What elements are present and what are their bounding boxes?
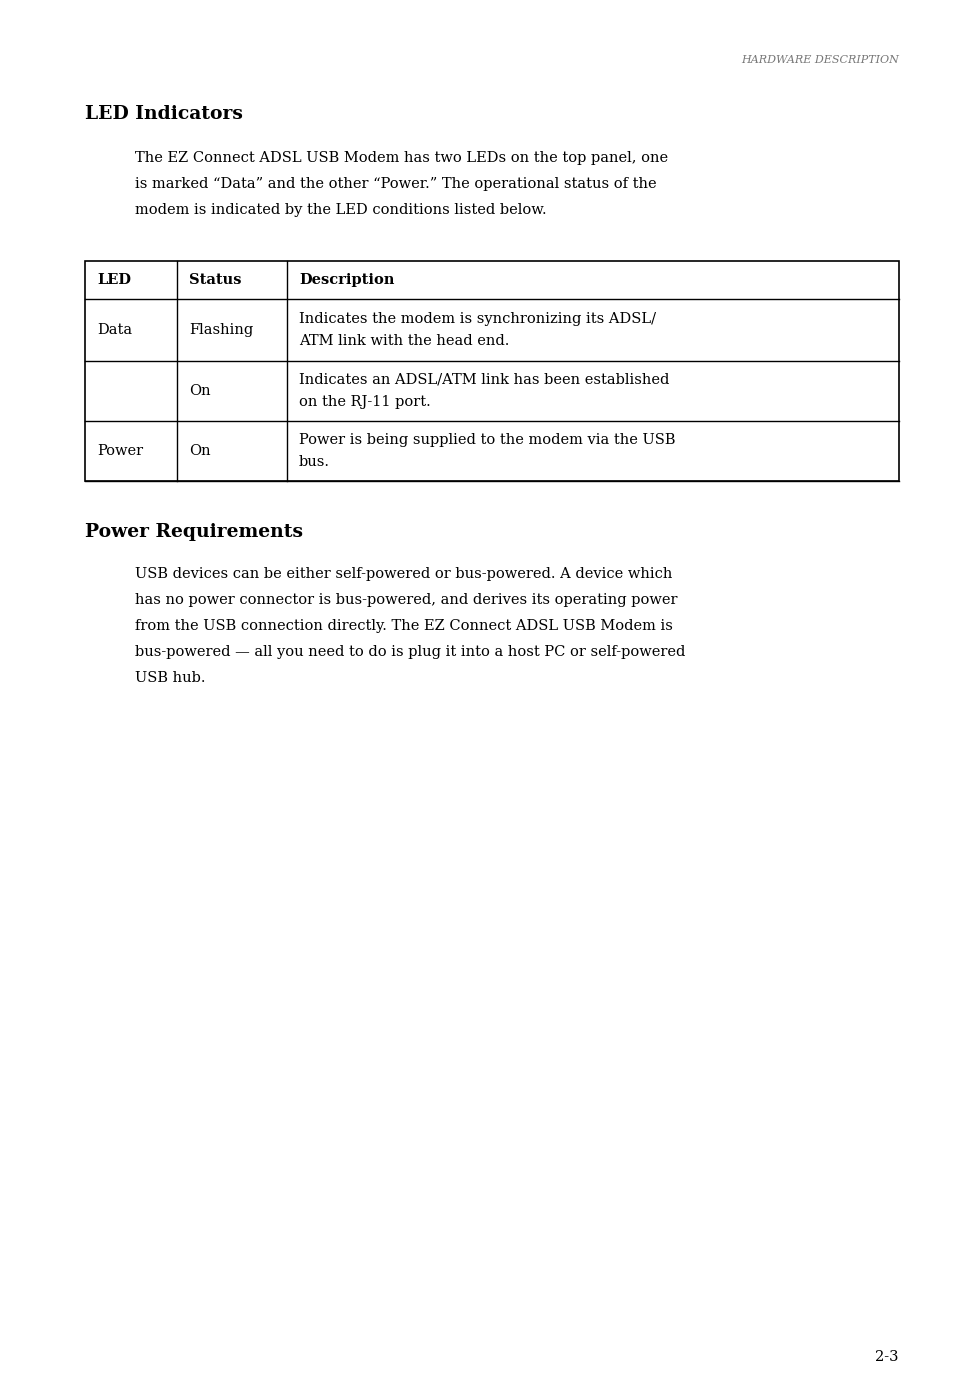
Text: LED Indicators: LED Indicators xyxy=(85,105,243,124)
Text: Status: Status xyxy=(189,273,241,287)
Text: Indicates an ADSL/ATM link has been established: Indicates an ADSL/ATM link has been esta… xyxy=(298,373,669,387)
Text: On: On xyxy=(189,384,211,398)
Text: from the USB connection directly. The EZ Connect ADSL USB Modem is: from the USB connection directly. The EZ… xyxy=(135,619,672,633)
Text: has no power connector is bus-powered, and derives its operating power: has no power connector is bus-powered, a… xyxy=(135,593,677,607)
Text: on the RJ-11 port.: on the RJ-11 port. xyxy=(298,396,431,409)
Text: HARDWARE DESCRIPTION: HARDWARE DESCRIPTION xyxy=(740,56,898,65)
Text: bus.: bus. xyxy=(298,455,330,469)
Text: Power Requirements: Power Requirements xyxy=(85,523,303,541)
Text: Power: Power xyxy=(97,444,143,458)
Text: On: On xyxy=(189,444,211,458)
Text: is marked “Data” and the other “Power.” The operational status of the: is marked “Data” and the other “Power.” … xyxy=(135,178,656,192)
Text: USB devices can be either self-powered or bus-powered. A device which: USB devices can be either self-powered o… xyxy=(135,568,672,582)
Text: modem is indicated by the LED conditions listed below.: modem is indicated by the LED conditions… xyxy=(135,203,546,217)
Text: USB hub.: USB hub. xyxy=(135,670,205,686)
Text: 2-3: 2-3 xyxy=(875,1351,898,1364)
Text: Flashing: Flashing xyxy=(189,323,253,337)
Text: Indicates the modem is synchronizing its ADSL/: Indicates the modem is synchronizing its… xyxy=(298,312,656,326)
Text: LED: LED xyxy=(97,273,131,287)
Text: Data: Data xyxy=(97,323,132,337)
Text: bus-powered — all you need to do is plug it into a host PC or self-powered: bus-powered — all you need to do is plug… xyxy=(135,645,684,659)
Text: ATM link with the head end.: ATM link with the head end. xyxy=(298,335,509,348)
Bar xyxy=(85,261,898,482)
Text: Power is being supplied to the modem via the USB: Power is being supplied to the modem via… xyxy=(298,433,675,447)
Text: The EZ Connect ADSL USB Modem has two LEDs on the top panel, one: The EZ Connect ADSL USB Modem has two LE… xyxy=(135,151,667,165)
Text: Description: Description xyxy=(298,273,394,287)
